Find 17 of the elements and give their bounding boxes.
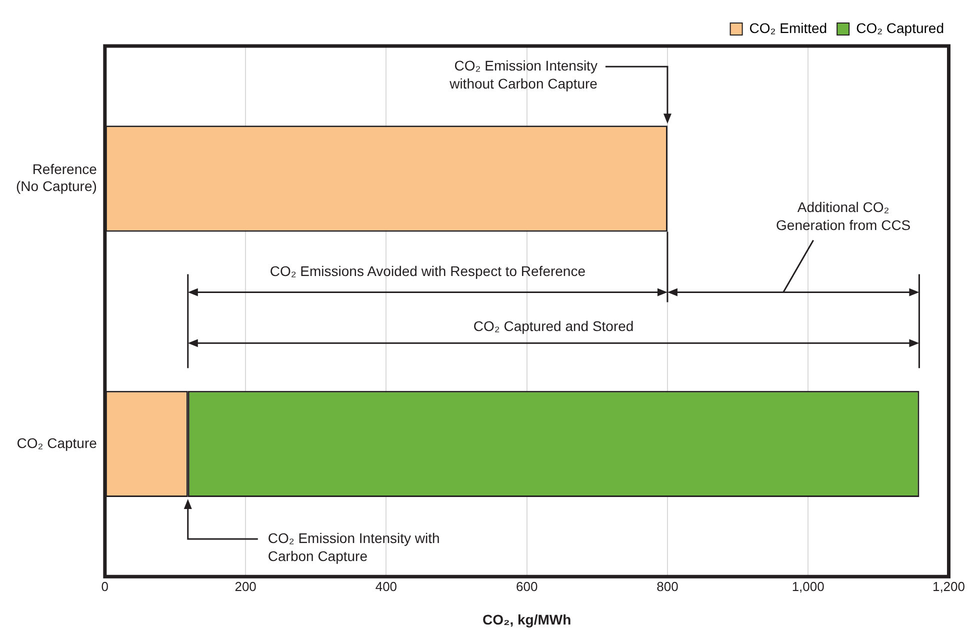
x-tick-label: 400 — [375, 578, 398, 594]
annotation: Additional CO₂ Generation from CCS — [776, 199, 911, 234]
legend-label: CO₂ Emitted — [749, 20, 828, 36]
annotation: CO₂ Emission Intensity without Carbon Capture — [448, 57, 598, 92]
x-tick-label: 800 — [656, 578, 678, 594]
x-tick-label: 1,000 — [792, 578, 824, 594]
annotation: CO₂ Captured and Stored — [473, 318, 634, 334]
x-tick-label: 600 — [516, 578, 538, 594]
x-tick-label: 0 — [101, 578, 109, 594]
y-tick-label: CO₂ Capture — [16, 434, 98, 451]
legend-label: CO₂ Captured — [856, 20, 944, 36]
annotation: CO₂ Emissions Avoided with Respect to Reference — [270, 263, 586, 280]
x-tick-label: 200 — [234, 578, 256, 594]
y-tick-label: Reference (No Capture) — [16, 161, 98, 194]
x-axis-title: CO₂, kg/MWh — [482, 611, 572, 628]
x-tick-label: 1,200 — [932, 578, 966, 594]
annotation: CO₂ Emission Intensity with Carbon Capture — [268, 530, 440, 564]
